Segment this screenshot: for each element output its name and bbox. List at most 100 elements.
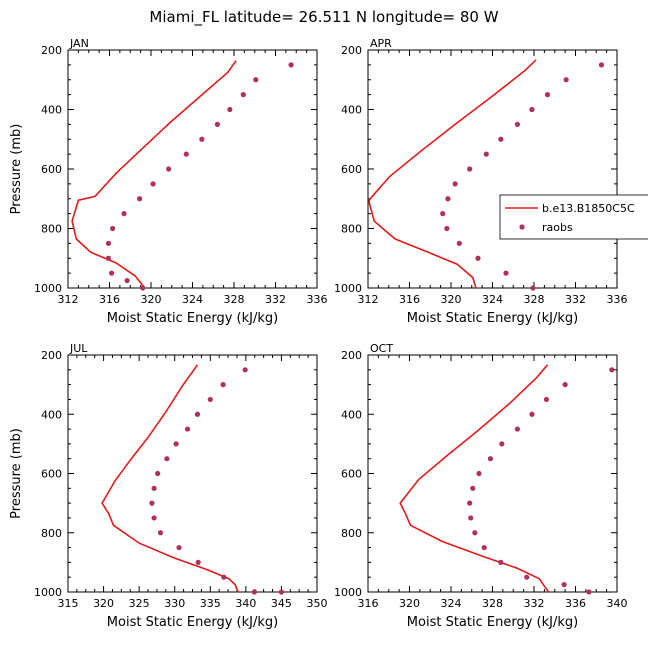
y-tick-label: 400 xyxy=(41,408,62,421)
x-tick-label: 316 xyxy=(358,597,379,610)
raobs-point xyxy=(543,396,550,403)
raobs-point xyxy=(586,589,592,595)
raobs-point xyxy=(563,77,569,83)
x-tick-label: 320 xyxy=(93,597,114,610)
x-tick-label: 336 xyxy=(307,293,328,306)
chart-panel-jul: 315 320 325 330 335 340 345 350 200 400 600 800 1000… xyxy=(9,342,328,630)
raobs-point xyxy=(609,367,615,373)
y-tick-label: 1000 xyxy=(334,282,362,295)
chart-panel-apr: 312 316 320 324 328 332 336 200 400 600 800 1000 APR… xyxy=(334,37,648,326)
legend-model-label: b.e13.B1850C5C xyxy=(542,202,635,215)
raobs-point xyxy=(514,121,521,127)
raobs-point xyxy=(481,544,487,551)
y-tick-label: 800 xyxy=(341,223,362,236)
raobs-point xyxy=(194,411,201,417)
raobs-point xyxy=(151,485,157,491)
raobs-point xyxy=(242,367,248,373)
raobs-point xyxy=(476,470,482,477)
model-profile-line xyxy=(71,60,237,289)
raobs-point xyxy=(598,62,605,68)
raobs-point xyxy=(157,530,164,536)
plot-frame xyxy=(67,354,318,593)
raobs-point xyxy=(472,530,478,536)
raobs-point xyxy=(121,211,127,217)
raobs-point xyxy=(529,106,535,113)
y-tick-label: 200 xyxy=(341,349,362,362)
raobs-point xyxy=(184,426,191,432)
x-tick-label: 332 xyxy=(565,293,586,306)
y-tick-label: 1000 xyxy=(34,282,62,295)
raobs-point xyxy=(562,382,568,388)
x-tick-label: 328 xyxy=(482,597,503,610)
raobs-point xyxy=(530,285,536,291)
x-tick-label: 340 xyxy=(235,597,256,610)
raobs-point xyxy=(183,151,189,157)
y-tick-label: 400 xyxy=(341,104,362,117)
raobs-point xyxy=(176,544,182,551)
chart-panel-oct: 316 320 324 328 332 336 340 200 400 600 800 1000 OCT… xyxy=(334,342,628,630)
raobs-point xyxy=(444,225,450,232)
x-tick-label: 315 xyxy=(58,597,79,610)
legend-box xyxy=(499,194,648,240)
plot-frame xyxy=(367,354,618,593)
raobs-point xyxy=(498,559,504,565)
raobs-point xyxy=(150,181,156,187)
x-tick-label: 335 xyxy=(200,597,221,610)
raobs-point xyxy=(110,225,116,232)
model-profile-line xyxy=(399,364,550,593)
panel-label: JUL xyxy=(69,342,88,355)
x-tick-label: 336 xyxy=(565,597,586,610)
x-axis-label: Moist Static Energy (kJ/kg) xyxy=(407,615,578,630)
panels: 312 316 320 324 328 332 336 200 400 600 800 1000 JAN… xyxy=(9,37,648,630)
y-tick-label: 1000 xyxy=(334,586,362,599)
raobs-point xyxy=(452,181,458,187)
raobs-point xyxy=(166,166,172,172)
x-tick-label: 332 xyxy=(524,597,545,610)
raobs-point xyxy=(149,500,155,506)
raobs-point xyxy=(445,196,451,202)
x-tick-label: 324 xyxy=(482,293,503,306)
panel-label: JAN xyxy=(69,37,89,50)
legend-obs-label: raobs xyxy=(542,221,573,234)
raobs-point xyxy=(544,92,551,98)
x-axis-label: Moist Static Energy (kJ/kg) xyxy=(407,311,578,326)
raobs-point xyxy=(253,77,259,83)
y-tick-label: 600 xyxy=(341,468,362,481)
x-tick-label: 350 xyxy=(307,597,328,610)
raobs-point xyxy=(503,270,509,276)
raobs-point xyxy=(288,62,294,68)
raobs-point xyxy=(105,240,112,246)
raobs-point xyxy=(221,574,227,580)
raobs-point xyxy=(467,166,473,172)
y-tick-label: 800 xyxy=(41,223,62,236)
raobs-point xyxy=(227,106,233,113)
raobs-point xyxy=(251,589,257,595)
raobs-point xyxy=(105,255,112,261)
y-tick-label: 1000 xyxy=(34,586,62,599)
x-tick-label: 320 xyxy=(441,293,462,306)
y-tick-label: 600 xyxy=(41,468,62,481)
raobs-point xyxy=(529,411,535,417)
raobs-point xyxy=(108,270,115,276)
raobs-point xyxy=(155,470,161,477)
plot-frame xyxy=(67,49,318,289)
x-tick-label: 330 xyxy=(164,597,185,610)
x-axis-label: Moist Static Energy (kJ/kg) xyxy=(107,615,278,630)
raobs-point xyxy=(136,196,143,202)
raobs-point xyxy=(470,485,476,491)
raobs-point xyxy=(475,255,481,261)
raobs-point xyxy=(498,136,504,142)
panel-label: OCT xyxy=(370,342,393,355)
raobs-point xyxy=(278,589,285,595)
x-axis-label: Moist Static Energy (kJ/kg) xyxy=(107,311,278,326)
raobs-point xyxy=(164,456,170,462)
y-axis-label: Pressure (mb) xyxy=(9,428,24,519)
plot-frame xyxy=(367,49,618,289)
raobs-point xyxy=(483,151,489,157)
y-tick-label: 200 xyxy=(41,44,62,57)
x-tick-label: 312 xyxy=(58,293,79,306)
figure-title: Miami_FL latitude= 26.511 N longitude= 8… xyxy=(149,8,498,27)
x-tick-label: 312 xyxy=(358,293,379,306)
y-tick-label: 600 xyxy=(41,163,62,176)
